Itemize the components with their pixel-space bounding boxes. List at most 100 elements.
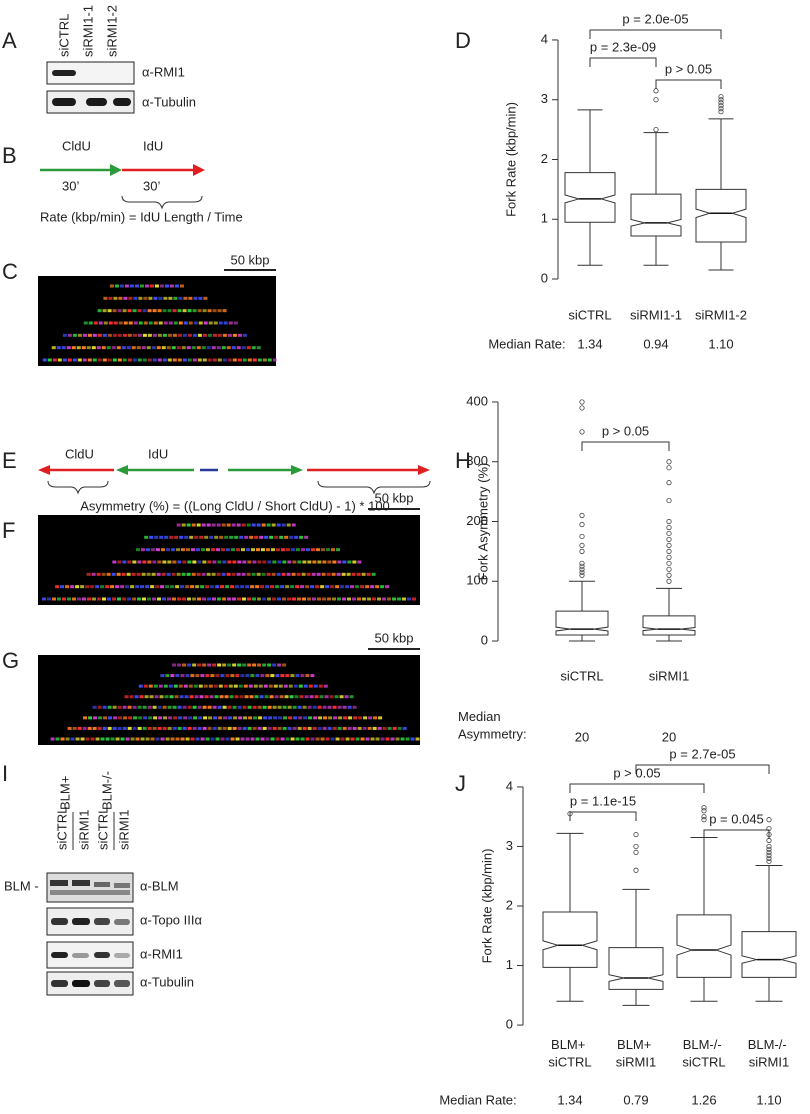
fiber-segment [227, 705, 232, 709]
fiber-segment [362, 726, 367, 730]
fiber-segment [162, 560, 167, 564]
fiber-segment [76, 346, 81, 350]
panel-letter: G [2, 648, 19, 673]
fiber-segment [212, 663, 217, 667]
fiber-segment [152, 358, 157, 362]
fiber-segment [307, 597, 312, 601]
fiber-segment [340, 737, 345, 741]
fiber-segment [329, 695, 334, 699]
fiber-segment [242, 597, 247, 601]
fiber-segment [198, 716, 203, 720]
outlier [718, 106, 724, 112]
fiber-segment [202, 358, 207, 362]
formula: Asymmetry (%) = ((Long CldU / Short CldU… [80, 498, 390, 513]
outlier [701, 808, 707, 814]
fiber-segment [106, 572, 111, 576]
fiber-segment [272, 358, 277, 362]
fiber-segment [129, 695, 134, 699]
fiber-segment [317, 726, 322, 730]
outlier [579, 399, 585, 405]
median-value: 20 [575, 729, 589, 744]
fiber-segment [289, 535, 294, 539]
fiber-segment [195, 585, 200, 589]
fiber-segment [140, 548, 145, 552]
fiber-segment [327, 726, 332, 730]
fiber-segment [75, 737, 80, 741]
fiber-segment [385, 737, 390, 741]
fiber-segment [70, 585, 75, 589]
fiber-segment [300, 585, 305, 589]
fiber-segment [153, 321, 158, 325]
fiber-segment [167, 358, 172, 362]
fiber-segment [314, 695, 319, 699]
fiber-segment [297, 560, 302, 564]
fiber-segment [287, 705, 292, 709]
fiber-segment [158, 321, 163, 325]
fiber-segment [112, 597, 117, 601]
fiber-segment [190, 585, 195, 589]
fiber-segment [357, 726, 362, 730]
fiber-segment [197, 333, 202, 337]
fiber-segment [181, 523, 186, 527]
fiber-segment [352, 726, 357, 730]
fiber-segment [102, 705, 107, 709]
fiber-segment [237, 358, 242, 362]
fiber-segment [284, 535, 289, 539]
fiber-segment [141, 572, 146, 576]
bracket [581, 441, 670, 451]
fiber-segment [97, 597, 102, 601]
fiber-segment [307, 726, 312, 730]
fiber-segment [152, 333, 157, 337]
fiber-segment [261, 523, 266, 527]
fiber-segment [192, 726, 197, 730]
fiber-segment [291, 572, 296, 576]
fiber-segment [226, 572, 231, 576]
fiber-segment [237, 333, 242, 337]
fiber-segment [395, 737, 400, 741]
fiber-segment [217, 333, 222, 337]
fiber-segment [245, 585, 250, 589]
fiber-segment [182, 705, 187, 709]
fiber-segment [350, 585, 355, 589]
fiber-segment [148, 684, 153, 688]
fiber-segment [92, 726, 97, 730]
fiber-segment [265, 737, 270, 741]
fiber-segment [137, 560, 142, 564]
fiber-segment [377, 597, 382, 601]
fiber-segment [87, 726, 92, 730]
fiber-segment [260, 548, 265, 552]
fiber-segment [170, 585, 175, 589]
fiber-segment [250, 674, 255, 678]
fiber-segment [85, 737, 90, 741]
fiber-segment [337, 705, 342, 709]
fiber-segment [198, 296, 203, 300]
outlier [766, 843, 772, 850]
fiber-segment [277, 663, 282, 667]
fiber-segment [242, 560, 247, 564]
fiber-segment [397, 597, 402, 601]
fiber-segment [212, 333, 217, 337]
fiber-segment [97, 309, 102, 313]
fiber-segment [137, 705, 142, 709]
fiber-segment [185, 674, 190, 678]
fiber-segment [165, 674, 170, 678]
median-label: Median Rate: [488, 336, 565, 351]
outlier [718, 97, 724, 103]
fiber-segment [186, 346, 191, 350]
bracket [655, 79, 722, 89]
fiber-segment [169, 535, 174, 539]
outlier [666, 524, 672, 531]
fiber-segment [327, 705, 332, 709]
fiber-segment [400, 737, 405, 741]
fiber-segment [215, 674, 220, 678]
fiber-segment [211, 523, 216, 527]
fiber-segment [351, 572, 356, 576]
fiber-segment [205, 737, 210, 741]
fiber-segment [149, 535, 154, 539]
y-tick-label: 3 [541, 91, 548, 106]
fiber-segment [212, 358, 217, 362]
fiber-segment [138, 321, 143, 325]
fiber-segment [263, 684, 268, 688]
fiber-segment [77, 358, 82, 362]
fiber-segment [169, 695, 174, 699]
